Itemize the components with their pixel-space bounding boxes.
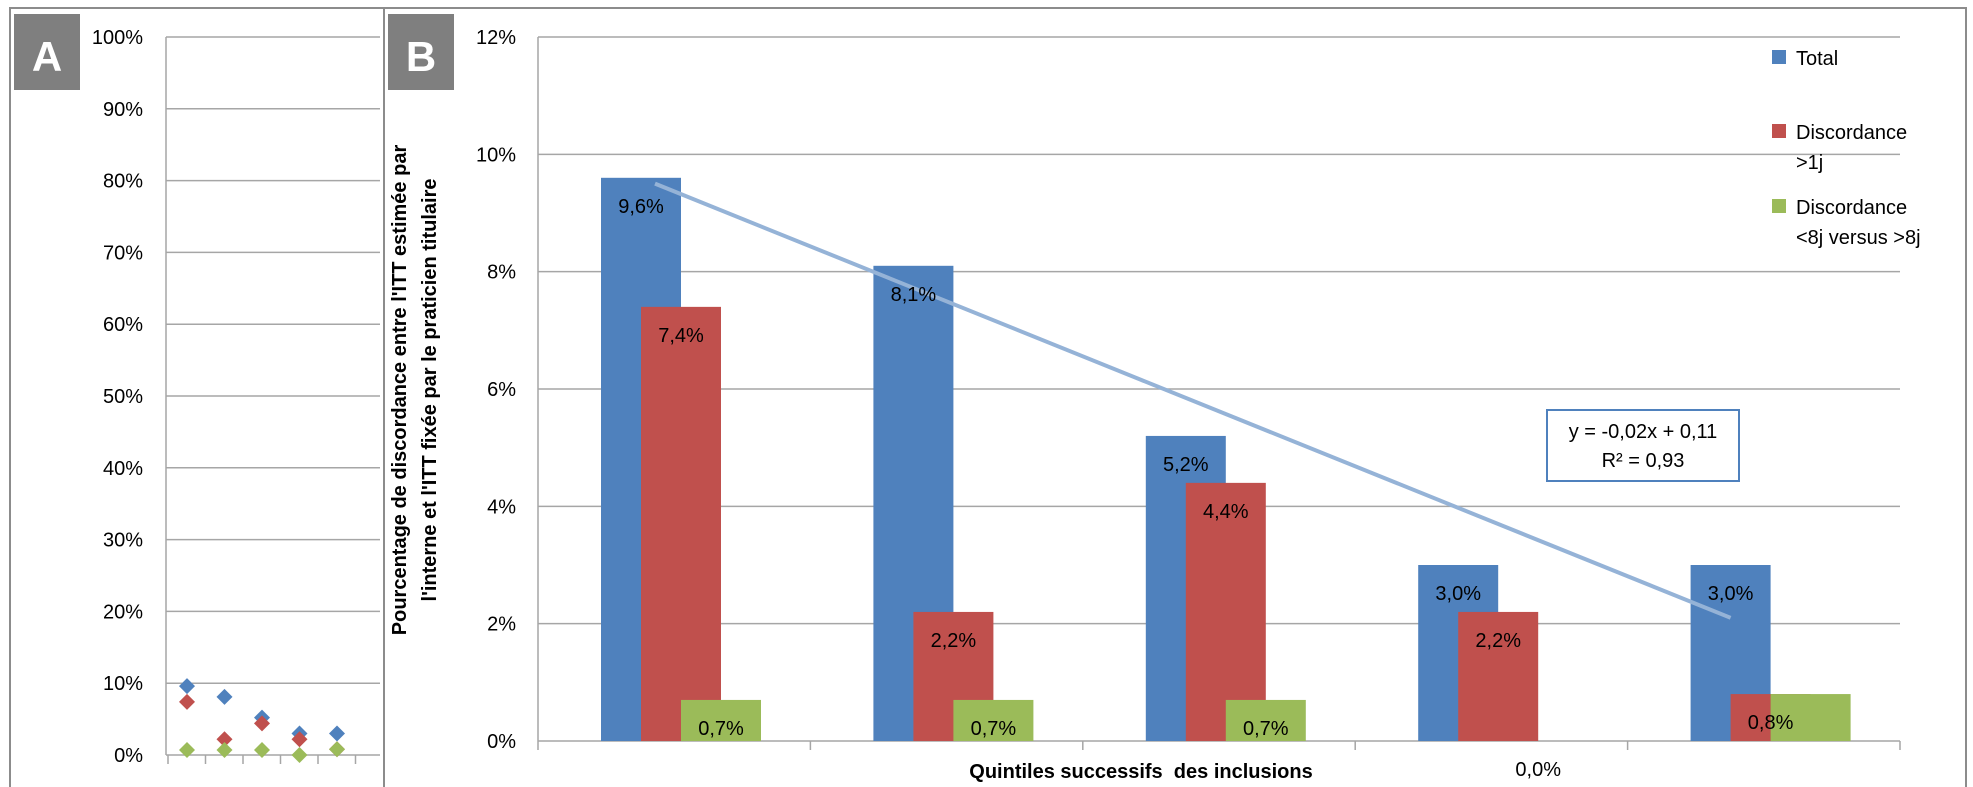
panel-a-point-total bbox=[216, 688, 233, 705]
data-label-total: 9,6% bbox=[618, 196, 664, 218]
panel-b-y-tick-label: 6% bbox=[487, 379, 516, 401]
data-label-discordance_8j: 0,7% bbox=[971, 718, 1017, 740]
panel-a-point-discordance_1j bbox=[179, 693, 195, 710]
data-label-discordance_8j: 0,7% bbox=[1243, 718, 1289, 740]
panel-a-point-discordance_1j bbox=[291, 731, 308, 748]
figure-frame bbox=[9, 7, 1967, 787]
data-label-discordance_8j: 0,7% bbox=[698, 718, 744, 740]
trendline bbox=[654, 181, 1732, 620]
y-axis-title-line: Pourcentage de discordance entre l'ITT e… bbox=[389, 145, 411, 636]
panel-a-point-total bbox=[179, 678, 195, 695]
y-axis-title-line: l'interne et l'ITT fixée par le praticie… bbox=[419, 179, 441, 602]
panel-a-point-total bbox=[329, 725, 345, 742]
y-axis-title: Pourcentage de discordance entre l'ITT e… bbox=[389, 145, 441, 636]
trendline-r-squared: R² = 0,93 bbox=[1602, 450, 1685, 472]
panel-b-y-tick-label: 0% bbox=[487, 731, 516, 753]
panel-b-y-tick-label: 10% bbox=[476, 144, 516, 166]
panel-a-label: A bbox=[32, 33, 62, 80]
legend-swatch-total bbox=[1772, 50, 1786, 64]
panel-b-data-labels: 9,6% 8,1% 5,2% 3,0% 3,0% 7,4% 2,2% 4,4% 2,2% 0,8%… bbox=[618, 196, 1793, 781]
data-label-discordance_8j: 0,0% bbox=[1515, 759, 1561, 781]
legend-label-discordance_8j: Discordance bbox=[1796, 197, 1907, 219]
legend-swatch-discordance_8j bbox=[1772, 199, 1786, 213]
data-label-discordance_1j: 2,2% bbox=[931, 630, 977, 652]
panel-a-point-discordance_1j bbox=[254, 715, 270, 732]
bar-discordance_8j bbox=[1770, 694, 1851, 741]
panel-a-point-discordance_8j bbox=[216, 741, 233, 758]
bar-discordance_8j bbox=[1225, 699, 1306, 741]
panel-a-point-discordance_8j bbox=[329, 741, 345, 758]
bar-discordance_1j bbox=[1458, 611, 1539, 741]
panel-b-y-tick-label: 8% bbox=[487, 262, 516, 284]
panel-a-point-discordance_1j bbox=[216, 731, 233, 748]
bar-discordance_1j bbox=[641, 306, 721, 741]
panel-a-y-tick-label: 60% bbox=[103, 314, 143, 336]
legend: Total Discordance >1j Discordance <8j versus… bbox=[1772, 48, 1921, 249]
panel-a-y-axis: 0% 10% 20% 30% 40% 50% 60% 70% 80% 90% 100% bbox=[92, 27, 357, 767]
panel-a-point-discordance_8j bbox=[291, 747, 308, 763]
panel-a-point-discordance_8j bbox=[179, 741, 195, 758]
data-label-discordance_1j: 4,4% bbox=[1203, 501, 1249, 523]
panel-b-y-tick-label: 4% bbox=[487, 496, 516, 518]
panel-a-y-tick-label: 30% bbox=[103, 530, 143, 552]
panel-a-badge bbox=[14, 14, 80, 90]
panel-a-y-tick-label: 70% bbox=[103, 242, 143, 264]
panel-b-y-axis: 0% 2% 4% 6% 8% 10% 12% bbox=[476, 27, 539, 753]
data-label-discordance_1j: 0,8% bbox=[1748, 712, 1794, 734]
trendline-equation: y = -0,02x + 0,11 bbox=[1569, 421, 1718, 443]
data-label-total: 3,0% bbox=[1708, 583, 1754, 605]
data-label-total: 5,2% bbox=[1163, 454, 1209, 476]
panel-b-label: B bbox=[406, 33, 436, 80]
data-label-discordance_1j: 7,4% bbox=[658, 325, 704, 347]
panel-b-bars bbox=[601, 177, 1851, 742]
panel-a-chart: 0% 10% 20% 30% 40% 50% 60% 70% 80% 90% 100% A bbox=[14, 14, 380, 767]
panel-a-y-tick-label: 40% bbox=[103, 458, 143, 480]
panel-a-point-discordance_8j bbox=[254, 741, 270, 758]
panel-b-badge bbox=[388, 14, 454, 90]
legend-label-discordance_8j: <8j versus >8j bbox=[1796, 227, 1921, 249]
x-axis-title: Quintiles successifs des inclusions bbox=[969, 761, 1312, 783]
panel-a-y-tick-label: 0% bbox=[114, 745, 143, 767]
trendline-equation-box bbox=[1546, 409, 1740, 482]
panel-a-y-tick-label: 50% bbox=[103, 386, 143, 408]
data-label-total: 3,0% bbox=[1435, 583, 1481, 605]
panel-b-y-tick-label: 12% bbox=[476, 27, 516, 49]
data-label-discordance_1j: 2,2% bbox=[1475, 630, 1521, 652]
panel-a-y-tick-label: 80% bbox=[103, 171, 143, 193]
panel-b-x-axis bbox=[537, 741, 1901, 750]
panel-a-y-tick-label: 20% bbox=[103, 601, 143, 623]
panel-b-chart: 0% 2% 4% 6% 8% 10% 12% 9,6% 8,1% 5,2% 3,0% 3,0% 7,4… bbox=[388, 14, 1921, 783]
panel-a-y-tick-label: 10% bbox=[103, 673, 143, 695]
legend-swatch-discordance_1j bbox=[1772, 124, 1786, 138]
bar-discordance_8j bbox=[681, 699, 761, 741]
legend-label-discordance_1j: >1j bbox=[1796, 152, 1823, 174]
panel-a-y-tick-label: 100% bbox=[92, 27, 143, 49]
bar-discordance_1j bbox=[1185, 482, 1266, 741]
data-label-total: 8,1% bbox=[891, 284, 937, 306]
bar-discordance_8j bbox=[953, 699, 1034, 741]
panel-a-gridlines bbox=[166, 36, 380, 756]
legend-label-total: Total bbox=[1796, 48, 1838, 70]
panel-a-y-tick-label: 90% bbox=[103, 99, 143, 121]
panel-b-y-tick-label: 2% bbox=[487, 614, 516, 636]
legend-label-discordance_1j: Discordance bbox=[1796, 122, 1907, 144]
panel-a-points bbox=[179, 678, 345, 763]
